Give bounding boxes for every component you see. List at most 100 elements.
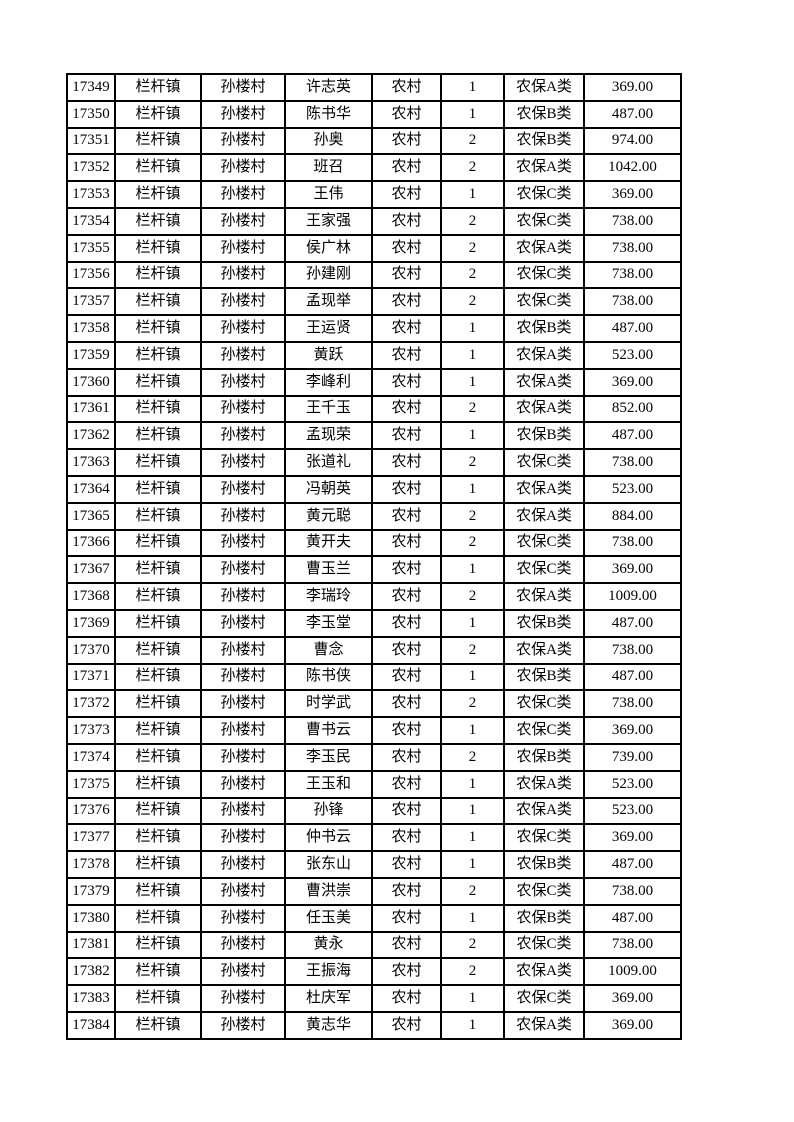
cell-name: 时学武 [285,690,372,718]
cell-town: 栏杆镇 [115,127,201,155]
cell-person-count: 1 [441,985,504,1012]
cell-town: 栏杆镇 [115,341,201,369]
cell-town: 栏杆镇 [115,315,201,342]
cell-insurance-category: 农保A类 [504,368,584,396]
cell-area-type: 农村 [372,690,441,718]
table-row: 17371 栏杆镇 孙楼村 陈书侠 农村 1 农保B类 487.00 [67,663,681,691]
cell-village: 孙楼村 [201,851,285,878]
cell-person-count: 2 [441,690,504,718]
cell-town: 栏杆镇 [115,583,201,610]
cell-village: 孙楼村 [201,234,285,262]
cell-area-type: 农村 [372,449,441,476]
cell-area-type: 农村 [372,395,441,423]
cell-name: 孙建刚 [285,261,372,289]
cell-person-count: 1 [441,770,504,798]
cell-village: 孙楼村 [201,663,285,691]
cell-insurance-category: 农保A类 [504,502,584,530]
cell-name: 王千玉 [285,395,372,423]
cell-amount: 523.00 [584,475,681,503]
cell-id: 17382 [67,958,115,986]
cell-insurance-category: 农保C类 [504,877,584,905]
table-row: 17377 栏杆镇 孙楼村 仲书云 农村 1 农保C类 369.00 [67,824,681,852]
cell-person-count: 2 [441,529,504,557]
table-row: 17373 栏杆镇 孙楼村 曹书云 农村 1 农保C类 369.00 [67,717,681,744]
cell-id: 17374 [67,743,115,771]
table-row: 17364 栏杆镇 孙楼村 冯朝英 农村 1 农保A类 523.00 [67,475,681,503]
cell-name: 王玉和 [285,770,372,798]
cell-id: 17372 [67,690,115,718]
cell-insurance-category: 农保C类 [504,556,584,584]
cell-person-count: 1 [441,315,504,342]
cell-person-count: 1 [441,1011,504,1039]
cell-insurance-category: 农保A类 [504,583,584,610]
cell-town: 栏杆镇 [115,395,201,423]
cell-village: 孙楼村 [201,181,285,208]
cell-name: 曹念 [285,636,372,664]
cell-person-count: 1 [441,100,504,128]
cell-village: 孙楼村 [201,395,285,423]
cell-name: 张东山 [285,851,372,878]
table-row: 17375 栏杆镇 孙楼村 王玉和 农村 1 农保A类 523.00 [67,770,681,798]
cell-village: 孙楼村 [201,422,285,450]
cell-person-count: 1 [441,422,504,450]
table-row: 17382 栏杆镇 孙楼村 王振海 农村 2 农保A类 1009.00 [67,958,681,986]
table-row: 17353 栏杆镇 孙楼村 王伟 农村 1 农保C类 369.00 [67,181,681,208]
cell-person-count: 1 [441,717,504,744]
cell-insurance-category: 农保B类 [504,315,584,342]
cell-person-count: 2 [441,877,504,905]
cell-village: 孙楼村 [201,529,285,557]
cell-person-count: 1 [441,368,504,396]
cell-id: 17376 [67,797,115,825]
cell-town: 栏杆镇 [115,636,201,664]
cell-insurance-category: 农保C类 [504,931,584,959]
cell-amount: 738.00 [584,288,681,316]
table-row: 17365 栏杆镇 孙楼村 黄元聪 农村 2 农保A类 884.00 [67,502,681,530]
cell-village: 孙楼村 [201,824,285,852]
cell-person-count: 2 [441,207,504,235]
cell-id: 17369 [67,609,115,637]
cell-name: 孟现荣 [285,422,372,450]
cell-area-type: 农村 [372,877,441,905]
cell-town: 栏杆镇 [115,851,201,878]
cell-amount: 738.00 [584,261,681,289]
cell-name: 侯广林 [285,234,372,262]
cell-person-count: 2 [441,449,504,476]
cell-person-count: 1 [441,181,504,208]
cell-village: 孙楼村 [201,1011,285,1039]
cell-amount: 738.00 [584,207,681,235]
cell-amount: 369.00 [584,1011,681,1039]
cell-town: 栏杆镇 [115,609,201,637]
cell-area-type: 农村 [372,422,441,450]
cell-village: 孙楼村 [201,985,285,1012]
cell-area-type: 农村 [372,743,441,771]
cell-id: 17373 [67,717,115,744]
cell-town: 栏杆镇 [115,824,201,852]
cell-village: 孙楼村 [201,207,285,235]
cell-insurance-category: 农保C类 [504,824,584,852]
cell-village: 孙楼村 [201,315,285,342]
cell-insurance-category: 农保A类 [504,770,584,798]
cell-name: 曹洪崇 [285,877,372,905]
cell-name: 陈书华 [285,100,372,128]
cell-village: 孙楼村 [201,583,285,610]
cell-insurance-category: 农保A类 [504,636,584,664]
cell-id: 17361 [67,395,115,423]
cell-insurance-category: 农保B类 [504,422,584,450]
cell-id: 17360 [67,368,115,396]
cell-town: 栏杆镇 [115,207,201,235]
cell-area-type: 农村 [372,261,441,289]
cell-town: 栏杆镇 [115,368,201,396]
cell-insurance-category: 农保B类 [504,904,584,932]
cell-name: 任玉美 [285,904,372,932]
benefits-table-body: 17349 栏杆镇 孙楼村 许志英 农村 1 农保A类 369.00 17350 栏杆镇 孙楼村 陈书… [67,74,681,1039]
cell-town: 栏杆镇 [115,556,201,584]
cell-person-count: 1 [441,556,504,584]
cell-village: 孙楼村 [201,904,285,932]
cell-village: 孙楼村 [201,475,285,503]
cell-id: 17371 [67,663,115,691]
cell-person-count: 2 [441,743,504,771]
cell-area-type: 农村 [372,74,441,101]
cell-town: 栏杆镇 [115,663,201,691]
cell-amount: 884.00 [584,502,681,530]
table-row: 17376 栏杆镇 孙楼村 孙锋 农村 1 农保A类 523.00 [67,797,681,825]
